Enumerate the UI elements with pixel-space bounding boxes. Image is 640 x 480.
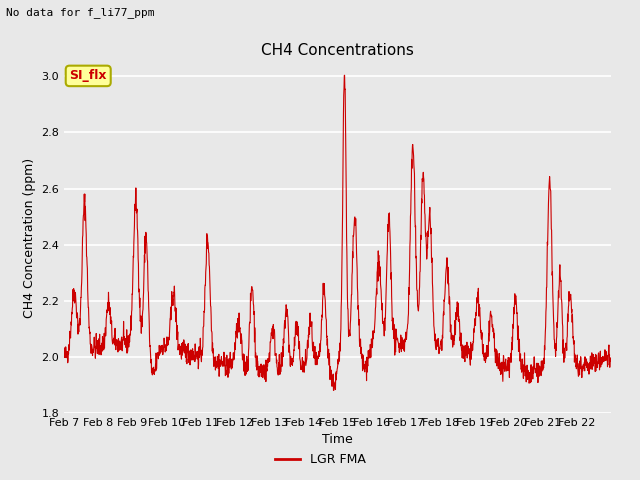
Title: CH4 Concentrations: CH4 Concentrations [261,44,414,59]
Y-axis label: CH4 Concentration (ppm): CH4 Concentration (ppm) [22,157,36,318]
Text: SI_flx: SI_flx [70,70,107,83]
Legend: LGR FMA: LGR FMA [269,448,371,471]
X-axis label: Time: Time [322,433,353,446]
Text: No data for f_li77_ppm: No data for f_li77_ppm [6,7,155,18]
